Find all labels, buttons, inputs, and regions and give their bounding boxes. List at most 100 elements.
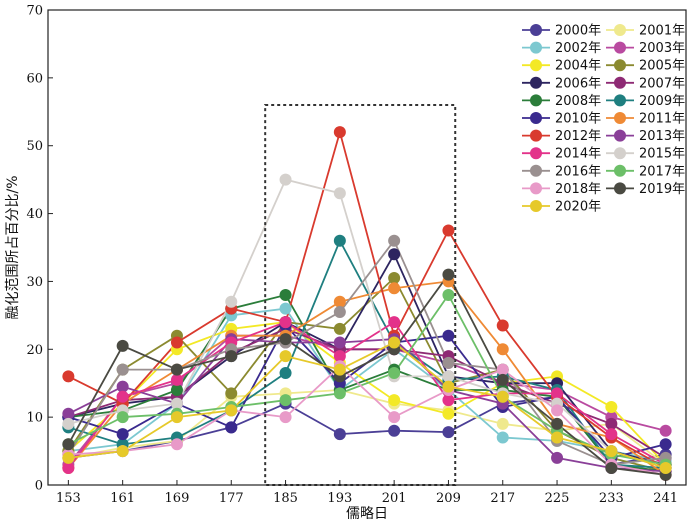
series-line [67,320,667,469]
data-point [333,336,346,349]
legend-label: 2008年 [555,94,601,109]
legend-marker [614,24,626,36]
data-point [279,302,292,315]
data-point [62,370,75,383]
x-tick-label: 217 [490,491,515,506]
legend-marker [614,94,626,107]
data-point [333,350,346,363]
data-point [333,387,346,400]
data-point [388,411,401,424]
data-point [605,428,618,441]
data-point [116,445,129,458]
series-line [68,307,666,463]
y-tick-label: 60 [26,71,43,86]
data-point [496,431,509,444]
data-point [605,462,618,475]
series-markers [62,126,672,481]
data-point [388,316,401,329]
data-point [388,367,401,380]
data-point [605,445,618,458]
legend-marker [530,94,542,107]
series-line [68,389,667,466]
data-point [496,417,509,430]
x-tick-label: 169 [165,491,190,506]
legend-marker [530,24,542,36]
legend-marker [530,147,542,160]
legend-label: 2012年 [555,129,601,144]
series-line [67,321,667,466]
data-point [605,400,618,413]
data-point [388,272,401,285]
legend: 2000年 2001年 2002年 2003年 2004年 2005年 2006年 2007年… [522,24,685,215]
data-point [279,350,292,363]
data-point [442,268,455,281]
data-point [116,339,129,352]
x-tick-label: 193 [327,491,352,506]
series-line [67,238,666,466]
data-point [442,356,455,369]
data-point [496,319,509,332]
legend-label: 2018年 [555,182,601,197]
legend-label: 2016年 [555,164,601,179]
legend-marker [614,76,626,89]
data-point [116,428,129,441]
series-line [68,365,666,476]
data-point [442,370,455,383]
data-point [62,417,75,430]
legend-label: 2004年 [555,59,601,74]
data-point [659,424,672,437]
data-point [116,363,129,376]
legend-label: 2017年 [639,164,685,179]
data-point [388,394,401,407]
data-point [333,322,346,335]
data-point [496,343,509,356]
legend-marker [614,164,626,177]
legend-marker [614,112,626,124]
highlight-box [264,104,457,486]
legend-marker [530,182,542,195]
data-point [388,424,401,437]
data-point [279,289,292,301]
data-point [551,387,564,400]
legend-label: 2020年 [555,200,601,215]
data-point [388,234,401,247]
data-point [496,390,509,403]
data-point [551,404,564,417]
y-tick-label: 40 [26,207,43,222]
data-point [62,451,75,464]
legend-marker [530,129,542,142]
data-point [659,438,672,451]
data-point [442,407,455,420]
data-point [605,417,618,430]
data-point [170,438,183,451]
legend-label: 2011年 [639,112,685,127]
data-point [279,394,292,407]
data-point [170,397,183,410]
data-point [225,421,238,434]
legend-label: 2002年 [555,41,601,56]
data-point [388,248,401,261]
data-point [442,426,455,439]
data-point [442,289,455,301]
y-tick-label: 10 [26,411,43,426]
series-lines [67,128,667,476]
series-line [68,238,666,469]
series-line [67,280,667,476]
legend-marker [614,129,626,142]
x-tick-label: 153 [56,491,81,506]
data-point [388,336,401,349]
legend-marker [530,41,542,54]
data-point [170,363,183,376]
x-tick-label: 177 [219,491,244,506]
legend-label: 2013年 [639,129,685,144]
data-point [170,384,183,396]
data-point [496,363,509,376]
legend-label: 2007年 [639,76,685,91]
data-point [279,173,292,186]
axis-ticks: 153 161 169 177 185 193 201 209 217 225 233 241 0 10 2… [26,4,678,507]
series-line [68,178,666,469]
data-point [442,329,455,342]
y-tick-label: 30 [26,275,43,290]
y-tick-label: 0 [35,479,43,494]
y-tick-label: 20 [26,343,43,358]
